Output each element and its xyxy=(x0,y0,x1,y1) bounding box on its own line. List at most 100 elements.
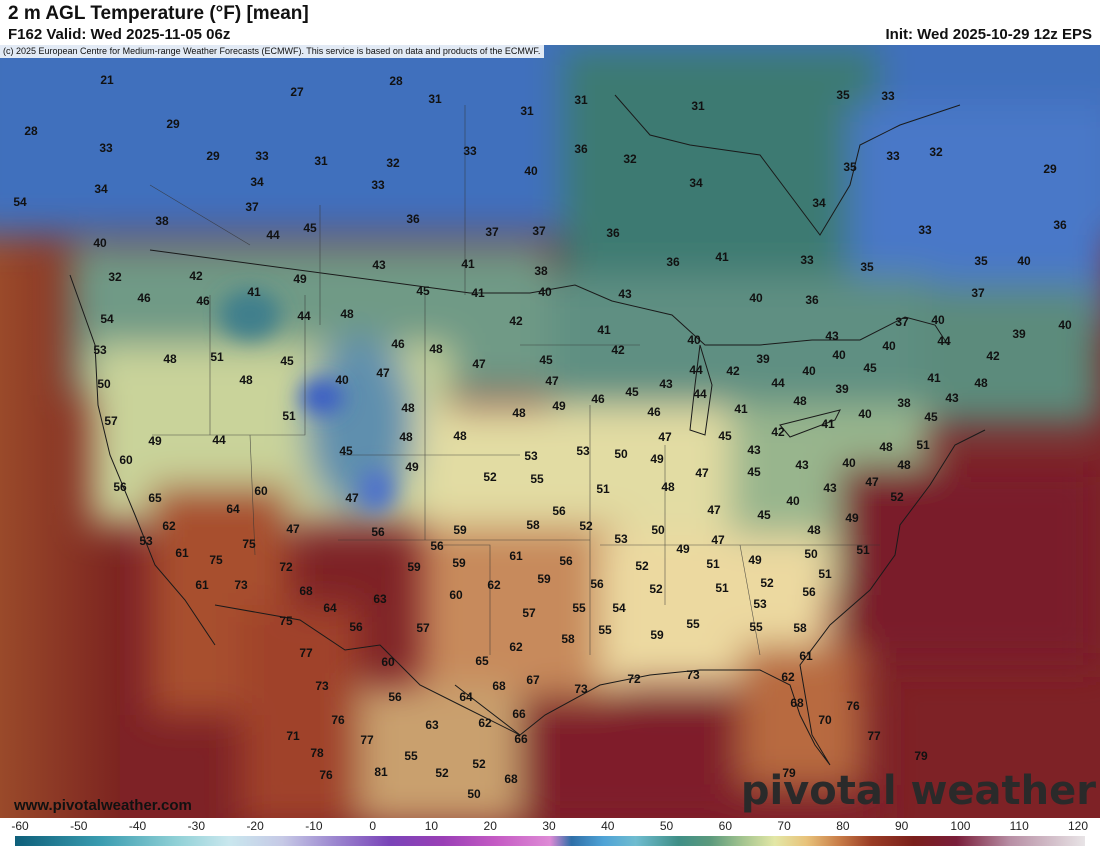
website-link[interactable]: www.pivotalweather.com xyxy=(14,797,192,814)
temperature-value: 43 xyxy=(372,258,386,272)
temperature-value: 40 xyxy=(832,348,846,362)
temperature-value: 77 xyxy=(867,729,881,743)
temperature-value: 58 xyxy=(793,621,807,635)
temperature-value: 45 xyxy=(757,508,771,522)
temperature-value: 48 xyxy=(163,352,177,366)
temperature-value: 31 xyxy=(574,93,588,107)
temperature-value: 33 xyxy=(800,253,814,267)
temperature-value: 40 xyxy=(842,456,856,470)
temperature-value: 59 xyxy=(453,523,467,537)
temperature-value: 52 xyxy=(760,576,774,590)
temperature-value: 50 xyxy=(614,447,628,461)
temperature-value: 42 xyxy=(509,314,523,328)
temperature-value: 60 xyxy=(449,588,463,602)
temperature-value: 41 xyxy=(471,286,485,300)
temperature-value: 46 xyxy=(591,392,605,406)
temperature-value: 46 xyxy=(137,291,151,305)
legend-tick: 20 xyxy=(483,819,497,833)
temperature-value: 59 xyxy=(537,572,551,586)
temperature-value: 40 xyxy=(524,164,538,178)
temperature-value: 63 xyxy=(425,718,439,732)
temperature-value: 45 xyxy=(280,354,294,368)
temperature-value: 50 xyxy=(467,787,481,801)
temperature-value: 42 xyxy=(726,364,740,378)
temperature-value: 66 xyxy=(514,732,528,746)
temperature-value: 37 xyxy=(245,200,259,214)
map-svg xyxy=(0,45,1100,818)
temperature-value: 36 xyxy=(666,255,680,269)
temperature-value: 55 xyxy=(572,601,586,615)
temperature-value: 31 xyxy=(314,154,328,168)
colorbar xyxy=(15,836,1085,846)
temperature-value: 43 xyxy=(659,377,673,391)
temperature-value: 79 xyxy=(914,749,928,763)
temperature-value: 53 xyxy=(524,449,538,463)
temperature-value: 48 xyxy=(793,394,807,408)
temperature-value: 50 xyxy=(804,547,818,561)
temperature-value: 42 xyxy=(189,269,203,283)
legend-tick: 90 xyxy=(894,819,909,833)
temperature-value: 40 xyxy=(538,285,552,299)
temperature-value: 52 xyxy=(649,582,663,596)
temperature-value: 72 xyxy=(627,672,641,686)
temperature-value: 49 xyxy=(148,434,162,448)
legend-tick: -30 xyxy=(187,819,205,833)
temperature-value: 54 xyxy=(612,601,626,615)
temperature-value: 40 xyxy=(335,373,349,387)
copyright-notice: (c) 2025 European Centre for Medium-rang… xyxy=(0,45,545,58)
temperature-value: 45 xyxy=(718,429,732,443)
temperature-value: 51 xyxy=(596,482,610,496)
temperature-value: 52 xyxy=(472,757,486,771)
temperature-map[interactable] xyxy=(0,45,1100,818)
legend-tick: -60 xyxy=(11,819,29,833)
temperature-value: 35 xyxy=(860,260,874,274)
temperature-value: 41 xyxy=(247,285,261,299)
legend-tick: 40 xyxy=(601,819,615,833)
legend-tick: 10 xyxy=(424,819,439,833)
temperature-value: 51 xyxy=(856,543,870,557)
temperature-value: 35 xyxy=(974,254,988,268)
temperature-value: 58 xyxy=(526,518,540,532)
temperature-value: 44 xyxy=(212,433,226,447)
temperature-value: 40 xyxy=(858,407,872,421)
temperature-value: 62 xyxy=(781,670,795,684)
legend-tick: 70 xyxy=(777,819,791,833)
temperature-value: 44 xyxy=(266,228,280,242)
temperature-value: 38 xyxy=(155,214,169,228)
temperature-value: 34 xyxy=(250,175,264,189)
legend-tick: 0 xyxy=(369,819,376,833)
temperature-value: 61 xyxy=(195,578,209,592)
rockies-cold-core xyxy=(220,290,394,512)
temperature-value: 39 xyxy=(1012,327,1026,341)
temperature-value: 62 xyxy=(487,578,501,592)
temperature-value: 50 xyxy=(97,377,111,391)
temperature-value: 68 xyxy=(504,772,518,786)
temperature-value: 46 xyxy=(196,294,210,308)
temperature-field xyxy=(0,45,1100,818)
temperature-value: 56 xyxy=(371,525,385,539)
temperature-value: 49 xyxy=(552,399,566,413)
temperature-value: 55 xyxy=(598,623,612,637)
temperature-value: 40 xyxy=(1058,318,1072,332)
temperature-value: 81 xyxy=(374,765,388,779)
temperature-value: 40 xyxy=(882,339,896,353)
temperature-value: 75 xyxy=(209,553,223,567)
legend-tick: -20 xyxy=(246,819,264,833)
temperature-value: 31 xyxy=(520,104,534,118)
temperature-value: 60 xyxy=(381,655,395,669)
temperature-value: 45 xyxy=(303,221,317,235)
temperature-value: 28 xyxy=(389,74,403,88)
temperature-value: 77 xyxy=(360,733,374,747)
temperature-value: 61 xyxy=(175,546,189,560)
temperature-value: 76 xyxy=(319,768,333,782)
temperature-value: 41 xyxy=(927,371,941,385)
temperature-value: 34 xyxy=(94,182,108,196)
temperature-value: 56 xyxy=(552,504,566,518)
temperature-value: 49 xyxy=(676,542,690,556)
temperature-value: 45 xyxy=(339,444,353,458)
temperature-value: 32 xyxy=(386,156,400,170)
legend-tick: -10 xyxy=(305,819,323,833)
temperature-value: 47 xyxy=(711,533,725,547)
temperature-value: 64 xyxy=(459,690,473,704)
temperature-value: 67 xyxy=(526,673,540,687)
